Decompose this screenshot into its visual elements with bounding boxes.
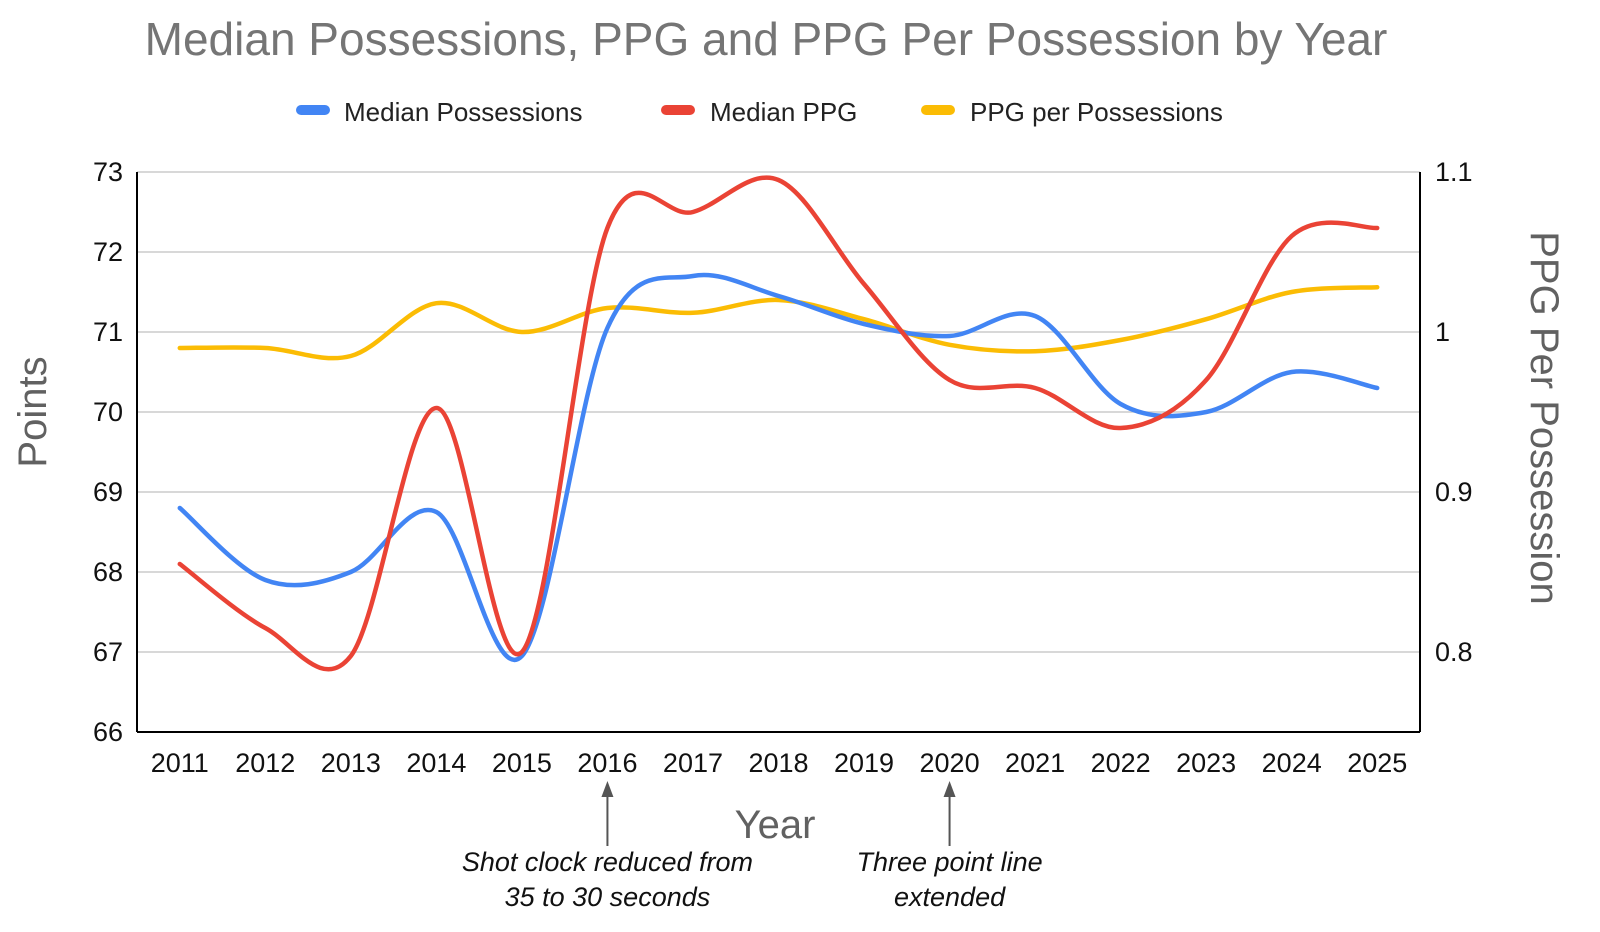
point-median-possessions-2012[interactable] bbox=[259, 574, 271, 586]
point-median-ppg-2017[interactable] bbox=[687, 206, 699, 218]
legend-label-median-ppg: Median PPG bbox=[710, 97, 857, 127]
chart-title: Median Possessions, PPG and PPG Per Poss… bbox=[145, 13, 1388, 65]
annotation-text-2020-line-1: Three point line bbox=[857, 847, 1043, 877]
series-line-median-possessions bbox=[177, 272, 1380, 662]
point-ppg-per-possessions-2022[interactable] bbox=[1115, 334, 1127, 346]
y2-tick-label-1: 1 bbox=[1435, 317, 1450, 347]
point-median-ppg-2016[interactable] bbox=[601, 222, 613, 234]
annotation-arrowhead-2020 bbox=[943, 781, 956, 797]
point-median-ppg-2023[interactable] bbox=[1200, 374, 1212, 386]
x-tick-label-2023: 2023 bbox=[1176, 748, 1236, 778]
legend-swatch-median-possessions bbox=[296, 105, 330, 115]
x-tick-label-2019: 2019 bbox=[834, 748, 894, 778]
point-median-possessions-2016[interactable] bbox=[601, 322, 613, 334]
y-tick-label-69: 69 bbox=[93, 477, 123, 507]
y-tick-label-73: 73 bbox=[93, 157, 123, 187]
legend-swatch-median-ppg bbox=[661, 105, 695, 115]
x-tick-label-2017: 2017 bbox=[663, 748, 723, 778]
y2-tick-label-0-9: 0.9 bbox=[1435, 477, 1473, 507]
point-median-ppg-2019[interactable] bbox=[858, 278, 870, 290]
point-median-possessions-2022[interactable] bbox=[1115, 398, 1127, 410]
y-tick-label-72: 72 bbox=[93, 237, 123, 267]
annotation-text-2020-line-2: extended bbox=[894, 882, 1006, 912]
point-ppg-per-possessions-2012[interactable] bbox=[259, 342, 271, 354]
x-tick-label-2018: 2018 bbox=[748, 748, 808, 778]
series-line-median-ppg bbox=[177, 175, 1380, 672]
x-tick-label-2014: 2014 bbox=[406, 748, 466, 778]
point-ppg-per-possessions-2021[interactable] bbox=[1029, 345, 1041, 357]
point-median-possessions-2023[interactable] bbox=[1200, 406, 1212, 418]
annotation-text-2016-line-2: 35 to 30 seconds bbox=[505, 882, 711, 912]
point-median-possessions-2020[interactable] bbox=[944, 330, 956, 342]
point-ppg-per-possessions-2011[interactable] bbox=[174, 342, 186, 354]
legend-item-median-possessions[interactable]: Median Possessions bbox=[296, 97, 582, 127]
series-line-ppg-per-possessions bbox=[177, 284, 1380, 361]
point-median-ppg-2024[interactable] bbox=[1286, 230, 1298, 242]
y-tick-label-67: 67 bbox=[93, 637, 123, 667]
x-tick-label-2024: 2024 bbox=[1262, 748, 1322, 778]
point-ppg-per-possessions-2017[interactable] bbox=[687, 307, 699, 319]
point-median-ppg-2021[interactable] bbox=[1029, 382, 1041, 394]
x-tick-label-2012: 2012 bbox=[235, 748, 295, 778]
point-median-ppg-2014[interactable] bbox=[430, 402, 442, 414]
y-axis-title: Points bbox=[11, 356, 55, 467]
point-median-ppg-2015[interactable] bbox=[516, 646, 528, 658]
x-tick-label-2011: 2011 bbox=[151, 748, 209, 778]
point-median-possessions-2014[interactable] bbox=[430, 506, 442, 518]
x-tick-label-2015: 2015 bbox=[492, 748, 552, 778]
point-median-ppg-2012[interactable] bbox=[259, 622, 271, 634]
point-median-possessions-2021[interactable] bbox=[1029, 310, 1041, 322]
point-median-possessions-2025[interactable] bbox=[1371, 382, 1383, 394]
legend: Median Possessions Median PPG PPG per Po… bbox=[296, 97, 1223, 127]
x-tick-label-2021: 2021 bbox=[1005, 748, 1065, 778]
point-median-possessions-2019[interactable] bbox=[858, 318, 870, 330]
point-median-possessions-2017[interactable] bbox=[687, 270, 699, 282]
legend-item-ppg-per-possessions[interactable]: PPG per Possessions bbox=[921, 97, 1223, 127]
point-median-ppg-2022[interactable] bbox=[1115, 422, 1127, 434]
point-median-ppg-2011[interactable] bbox=[174, 558, 186, 570]
annotation-arrowhead-2016 bbox=[601, 781, 614, 797]
y2-axis-title: PPG Per Possession bbox=[1522, 231, 1566, 605]
point-ppg-per-possessions-2014[interactable] bbox=[430, 297, 442, 309]
x-tick-label-2022: 2022 bbox=[1091, 748, 1151, 778]
point-median-ppg-2018[interactable] bbox=[773, 174, 785, 186]
y-tick-label-68: 68 bbox=[93, 557, 123, 587]
point-ppg-per-possessions-2015[interactable] bbox=[516, 326, 528, 338]
point-ppg-per-possessions-2023[interactable] bbox=[1200, 313, 1212, 325]
legend-label-median-possessions: Median Possessions bbox=[344, 97, 582, 127]
point-ppg-per-possessions-2013[interactable] bbox=[345, 350, 357, 362]
x-tick-label-2025: 2025 bbox=[1347, 748, 1407, 778]
y-tick-label-71: 71 bbox=[93, 317, 123, 347]
point-ppg-per-possessions-2024[interactable] bbox=[1286, 286, 1298, 298]
point-median-possessions-2011[interactable] bbox=[174, 502, 186, 514]
point-ppg-per-possessions-2016[interactable] bbox=[601, 302, 613, 314]
annotation-text-2016-line-1: Shot clock reduced from bbox=[462, 847, 753, 877]
x-tick-label-2016: 2016 bbox=[577, 748, 637, 778]
y-tick-label-66: 66 bbox=[93, 717, 123, 747]
y-tick-label-70: 70 bbox=[93, 397, 123, 427]
point-median-possessions-2024[interactable] bbox=[1286, 366, 1298, 378]
plot-area: 66 67 68 69 70 71 72 73 0.8 0.9 1 1.1 2011 2012 2013 20… bbox=[93, 157, 1473, 912]
x-axis-title: Year bbox=[735, 803, 816, 847]
x-tick-label-2020: 2020 bbox=[920, 748, 980, 778]
y2-tick-label-1-1: 1.1 bbox=[1435, 157, 1473, 187]
point-median-possessions-2018[interactable] bbox=[773, 290, 785, 302]
point-median-ppg-2020[interactable] bbox=[944, 374, 956, 386]
legend-swatch-ppg-per-possessions bbox=[921, 105, 955, 115]
x-tick-label-2013: 2013 bbox=[321, 748, 381, 778]
legend-item-median-ppg[interactable]: Median PPG bbox=[661, 97, 857, 127]
point-median-ppg-2025[interactable] bbox=[1371, 222, 1383, 234]
legend-label-ppg-per-possessions: PPG per Possessions bbox=[970, 97, 1223, 127]
point-median-possessions-2013[interactable] bbox=[345, 566, 357, 578]
y2-tick-label-0-8: 0.8 bbox=[1435, 637, 1473, 667]
point-ppg-per-possessions-2025[interactable] bbox=[1371, 281, 1383, 293]
point-median-ppg-2013[interactable] bbox=[345, 650, 357, 662]
